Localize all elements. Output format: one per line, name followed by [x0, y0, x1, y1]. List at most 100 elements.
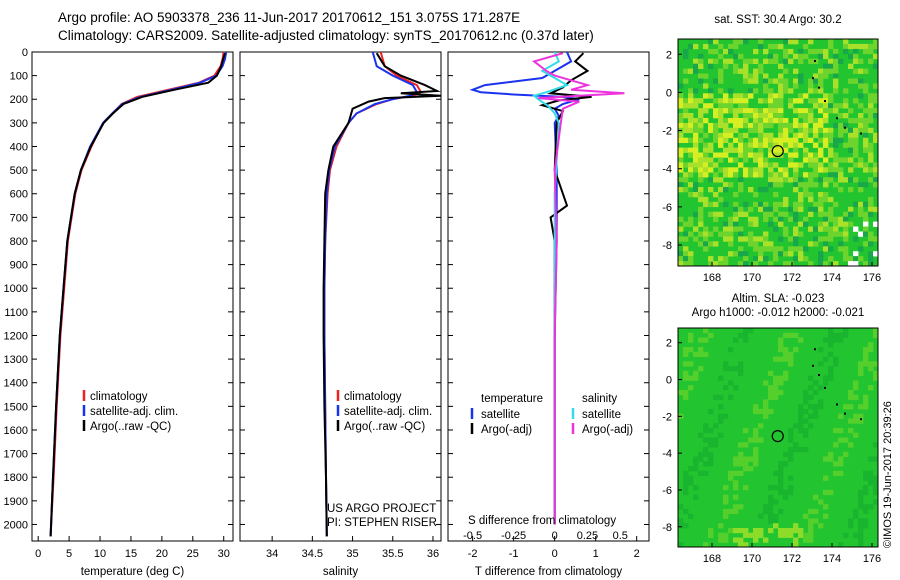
salinity-xtick-label: 34.5 [302, 548, 323, 560]
sst_map-cell [873, 43, 879, 50]
sst_map-cell [863, 43, 869, 50]
sst_map-cell [783, 211, 789, 217]
sla_map-cell [823, 380, 829, 386]
sla_map-cell [683, 480, 689, 486]
sst_map-cell [753, 216, 759, 222]
sst_map-cell [723, 58, 729, 64]
sla_map-cell [848, 404, 854, 410]
sst_map-cell [748, 113, 754, 119]
sst_map-cell [763, 216, 769, 222]
sla_map-cell [733, 485, 739, 491]
sla_map-cell [738, 528, 744, 534]
sst_map-cell [718, 256, 724, 262]
sst_map-cell [688, 93, 694, 99]
sst_map-cell [783, 147, 789, 153]
sst_map-cell [798, 78, 804, 84]
sst_map-cell [698, 241, 704, 247]
sst_map-cell [738, 39, 744, 45]
sla_map-cell [748, 328, 754, 334]
sst_map-cell [718, 113, 724, 119]
sst_map-cell [713, 261, 719, 267]
sst_map-cell [843, 88, 849, 94]
sst_map-cell [713, 216, 719, 222]
depth-tick-label: 700 [10, 212, 28, 224]
sla_map-cell [788, 528, 794, 534]
sst_map-cell [818, 236, 824, 242]
sst_map-cell [728, 226, 734, 232]
sst_map-cell [848, 63, 854, 69]
sst_map-cell [818, 118, 824, 124]
sst_map-cell [773, 192, 779, 198]
sla_map-cell [863, 485, 869, 491]
temperature-axes-box [31, 51, 234, 542]
sst_map-cell [833, 261, 839, 267]
sla_map-cell [753, 537, 759, 543]
sst_map-cell [723, 226, 729, 232]
sst_map-cell [843, 157, 849, 163]
depth-tick-label: 1000 [4, 283, 28, 295]
sst_map-cell [848, 221, 854, 227]
sla_map-cell [788, 485, 794, 491]
sla_map-cell [798, 528, 804, 534]
sst_map-cell [873, 83, 879, 89]
sst_map-cell [818, 177, 824, 183]
sst_map-cell [683, 162, 689, 168]
sla_map-cell [873, 328, 879, 334]
sst_map-cell [868, 177, 874, 183]
sla_map-cell [848, 418, 854, 424]
sst_map-cell [768, 172, 774, 178]
sla_map-cell [818, 347, 824, 353]
sst_map-cell [723, 98, 729, 104]
sst_map-cell [808, 113, 814, 119]
sst_map-cell [868, 256, 874, 262]
sst_map-cell [738, 261, 744, 267]
sla_map-cell [753, 461, 759, 467]
sst_map-cell [693, 157, 699, 163]
sst_map-cell [723, 103, 729, 109]
sst_map-cell [823, 48, 829, 55]
sst_map-cell [723, 187, 729, 193]
sst_map-cell [743, 211, 749, 217]
salinity-xtick-label: 34 [266, 548, 278, 560]
sst_map-cell [773, 113, 779, 119]
sla_map-cell [853, 413, 859, 419]
sla_map-cell [768, 528, 774, 534]
sla_map-cell [803, 428, 809, 434]
sst_map-cell [843, 231, 849, 237]
sla_map-cell [708, 528, 714, 534]
sst_map-cell [688, 221, 694, 227]
sla_map-cell [858, 418, 864, 424]
sst_map-cell [793, 216, 799, 222]
sst_map-cell [813, 206, 819, 213]
sst_map-cell [683, 256, 689, 262]
sst_map-cell [813, 226, 819, 232]
sst_map-cell [843, 226, 849, 232]
sst_map-cell [843, 216, 849, 222]
sst_map-cell [678, 162, 684, 168]
sst_map-cell [688, 122, 694, 129]
sst_map-cell [858, 113, 864, 119]
sst_map-cell [818, 73, 824, 79]
sst_map-cell [708, 127, 714, 134]
sst_map-cell [748, 172, 754, 178]
sst_map-title: sat. SST: 30.4 Argo: 30.2 [714, 14, 841, 26]
sst_map-cell [818, 251, 824, 257]
sla_map-cell [848, 442, 854, 448]
sst_map-cell [753, 172, 759, 178]
salinity-xtick-label: 36 [427, 548, 439, 560]
sst_map-cell [808, 261, 814, 267]
sst_map-cell [748, 93, 754, 99]
sla_map-ytick-label: -6 [662, 485, 672, 497]
sla_map-cell [753, 428, 759, 434]
sla_map-cell [803, 389, 809, 396]
sst_map-cell [683, 53, 689, 60]
sst_map-cell [783, 127, 789, 134]
sst_map-cell [813, 118, 819, 124]
sst_map-cell [858, 93, 864, 99]
sla_map-cell [698, 451, 704, 457]
sst_map-cell [783, 172, 789, 178]
sla_map-cell [708, 461, 714, 467]
sst_map-cell [823, 196, 829, 203]
sst_map-cell [858, 187, 864, 193]
sst_map-cell [768, 132, 774, 139]
